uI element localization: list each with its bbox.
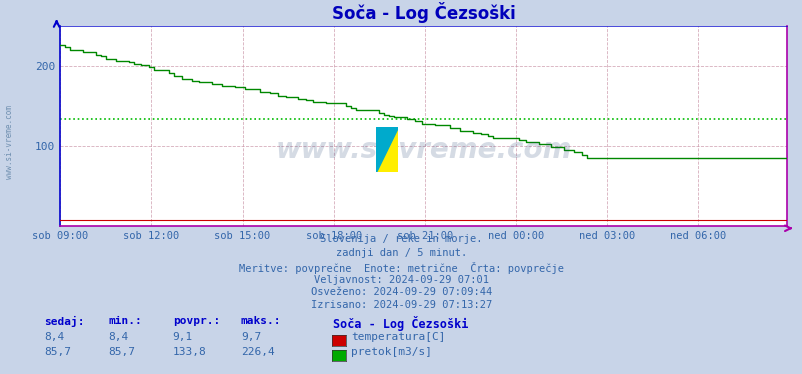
Polygon shape [375, 127, 398, 172]
Text: 85,7: 85,7 [44, 347, 71, 357]
Text: Izrisano: 2024-09-29 07:13:27: Izrisano: 2024-09-29 07:13:27 [310, 300, 492, 310]
Text: Meritve: povprečne  Enote: metrične  Črta: povprečje: Meritve: povprečne Enote: metrične Črta:… [239, 262, 563, 274]
Text: 226,4: 226,4 [241, 347, 274, 357]
Text: zadnji dan / 5 minut.: zadnji dan / 5 minut. [335, 248, 467, 258]
Text: Slovenija / reke in morje.: Slovenija / reke in morje. [320, 234, 482, 244]
Text: 9,7: 9,7 [241, 332, 261, 342]
Text: 133,8: 133,8 [172, 347, 206, 357]
Text: 8,4: 8,4 [108, 332, 128, 342]
Text: www.si-vreme.com: www.si-vreme.com [275, 136, 571, 164]
Text: Veljavnost: 2024-09-29 07:01: Veljavnost: 2024-09-29 07:01 [314, 275, 488, 285]
Text: min.:: min.: [108, 316, 142, 326]
Text: 9,1: 9,1 [172, 332, 192, 342]
Text: 8,4: 8,4 [44, 332, 64, 342]
Text: www.si-vreme.com: www.si-vreme.com [5, 105, 14, 179]
Polygon shape [375, 127, 398, 172]
Text: Osveženo: 2024-09-29 07:09:44: Osveženo: 2024-09-29 07:09:44 [310, 287, 492, 297]
Text: 85,7: 85,7 [108, 347, 136, 357]
Title: Soča - Log Čezsoški: Soča - Log Čezsoški [331, 2, 515, 23]
Text: temperatura[C]: temperatura[C] [350, 332, 445, 342]
Text: pretok[m3/s]: pretok[m3/s] [350, 347, 431, 357]
Text: Soča - Log Čezsoški: Soča - Log Čezsoški [333, 316, 468, 331]
Text: povpr.:: povpr.: [172, 316, 220, 326]
Text: maks.:: maks.: [241, 316, 281, 326]
Text: sedaj:: sedaj: [44, 316, 84, 327]
